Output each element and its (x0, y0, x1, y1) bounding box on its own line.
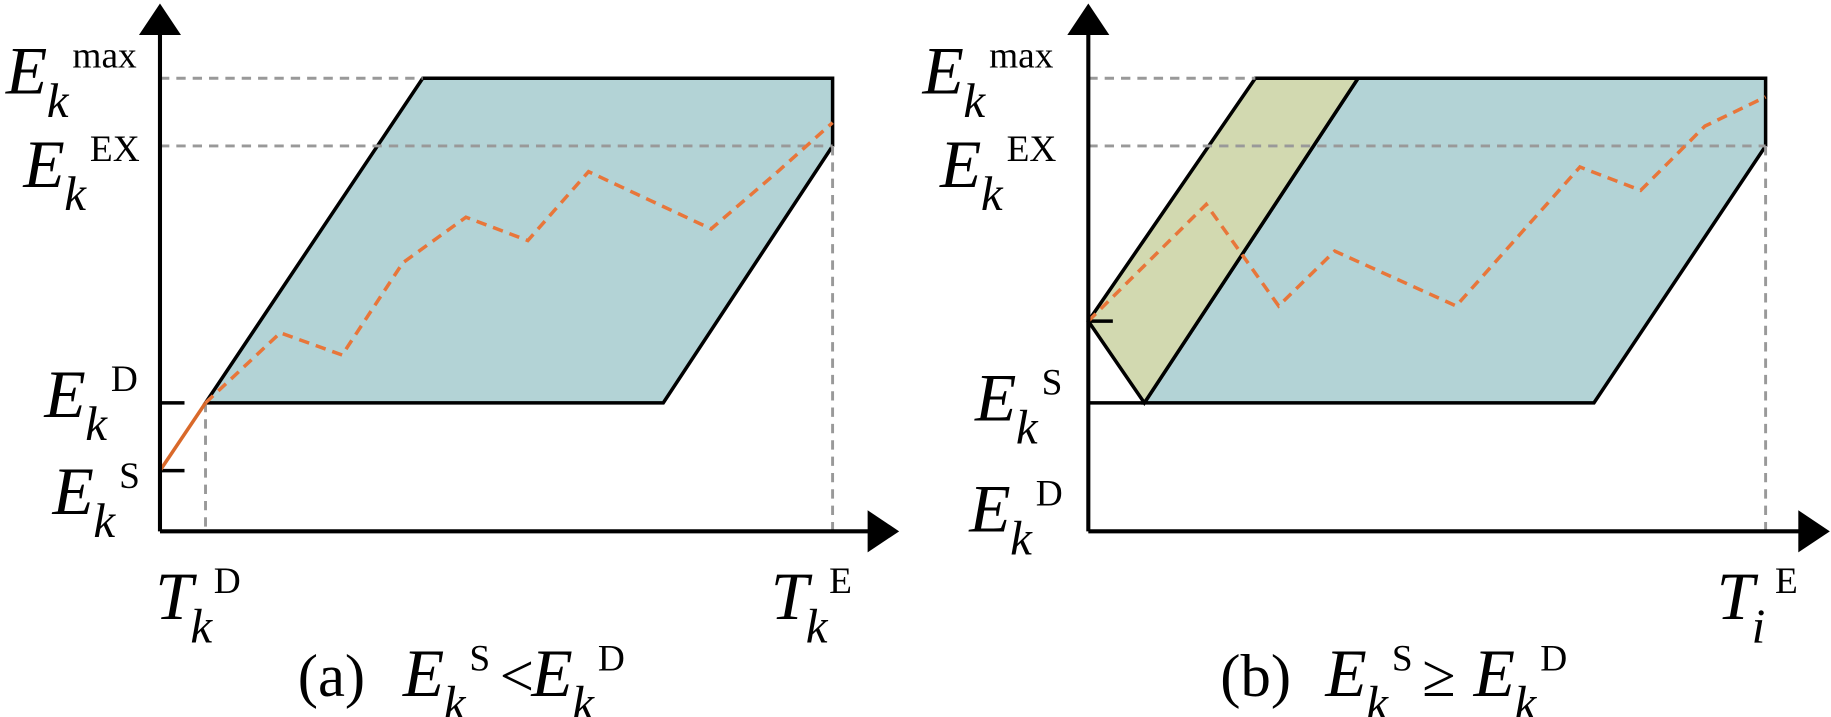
label-superscript: D (598, 638, 625, 679)
label-superscript: E (1775, 561, 1798, 602)
charging-line (158, 401, 207, 472)
label-superscript: D (1036, 474, 1063, 515)
label-subscript: k (64, 166, 87, 221)
label-base: E (922, 33, 964, 108)
caption-prefix: (b) (1220, 643, 1291, 710)
label-superscript: S (1042, 363, 1063, 404)
label-subscript: k (1010, 511, 1033, 566)
label-base: E (402, 636, 444, 711)
label-subscript: i (1752, 598, 1766, 653)
label-base: E (1473, 636, 1515, 711)
label-subscript: k (981, 166, 1004, 221)
label-base: E (1324, 636, 1366, 711)
caption-relation: ≥ (1422, 643, 1455, 710)
caption-prefix: (a) (298, 643, 365, 710)
label-base: E (52, 454, 94, 529)
label-superscript: E (829, 561, 852, 602)
feasible-region (202, 76, 835, 405)
label-subscript: k (1016, 400, 1039, 455)
label-subscript: k (572, 675, 595, 717)
label-base: E (530, 636, 572, 711)
energy-trajectory (204, 121, 834, 405)
label-base: E (5, 33, 47, 108)
label-subscript: k (444, 675, 467, 717)
caption-relation: < (500, 643, 534, 710)
label-base: T (771, 559, 813, 634)
label-superscript: D (111, 359, 138, 400)
label-subscript: k (963, 73, 986, 128)
surplus-region (1086, 76, 1362, 407)
label-base: E (939, 127, 981, 202)
label-superscript: EX (90, 129, 140, 170)
label-superscript: D (1540, 638, 1567, 679)
label-base: E (968, 471, 1010, 546)
y-axis-arrow (1067, 3, 1110, 36)
guide-lines (1088, 76, 1768, 532)
label-superscript: S (469, 638, 490, 679)
y-axis-arrow (138, 3, 181, 36)
label-superscript: D (214, 561, 241, 602)
label-superscript: S (1392, 638, 1413, 679)
label-subscript: k (93, 493, 116, 548)
label-superscript: max (989, 36, 1054, 77)
label-subscript: k (190, 598, 213, 653)
label-base: T (155, 559, 197, 634)
label-subscript: k (47, 73, 70, 128)
guide-lines (159, 76, 835, 532)
label-subscript: k (806, 598, 829, 653)
label-subscript: k (85, 396, 108, 451)
label-base: E (22, 127, 64, 202)
label-superscript: EX (1007, 129, 1057, 170)
label-base: E (43, 357, 85, 432)
label-superscript: S (119, 456, 140, 497)
label-superscript: max (72, 36, 137, 77)
x-axis-arrow (1798, 510, 1830, 553)
energy-trajectory (1087, 95, 1767, 323)
label-base: T (1717, 559, 1759, 634)
label-subscript: k (1515, 675, 1538, 717)
panel-b-graphics (1067, 3, 1830, 553)
x-axis-arrow (867, 510, 900, 553)
label-subscript: k (1366, 675, 1389, 717)
panel-a-graphics (138, 3, 900, 553)
label-base: E (974, 360, 1016, 435)
